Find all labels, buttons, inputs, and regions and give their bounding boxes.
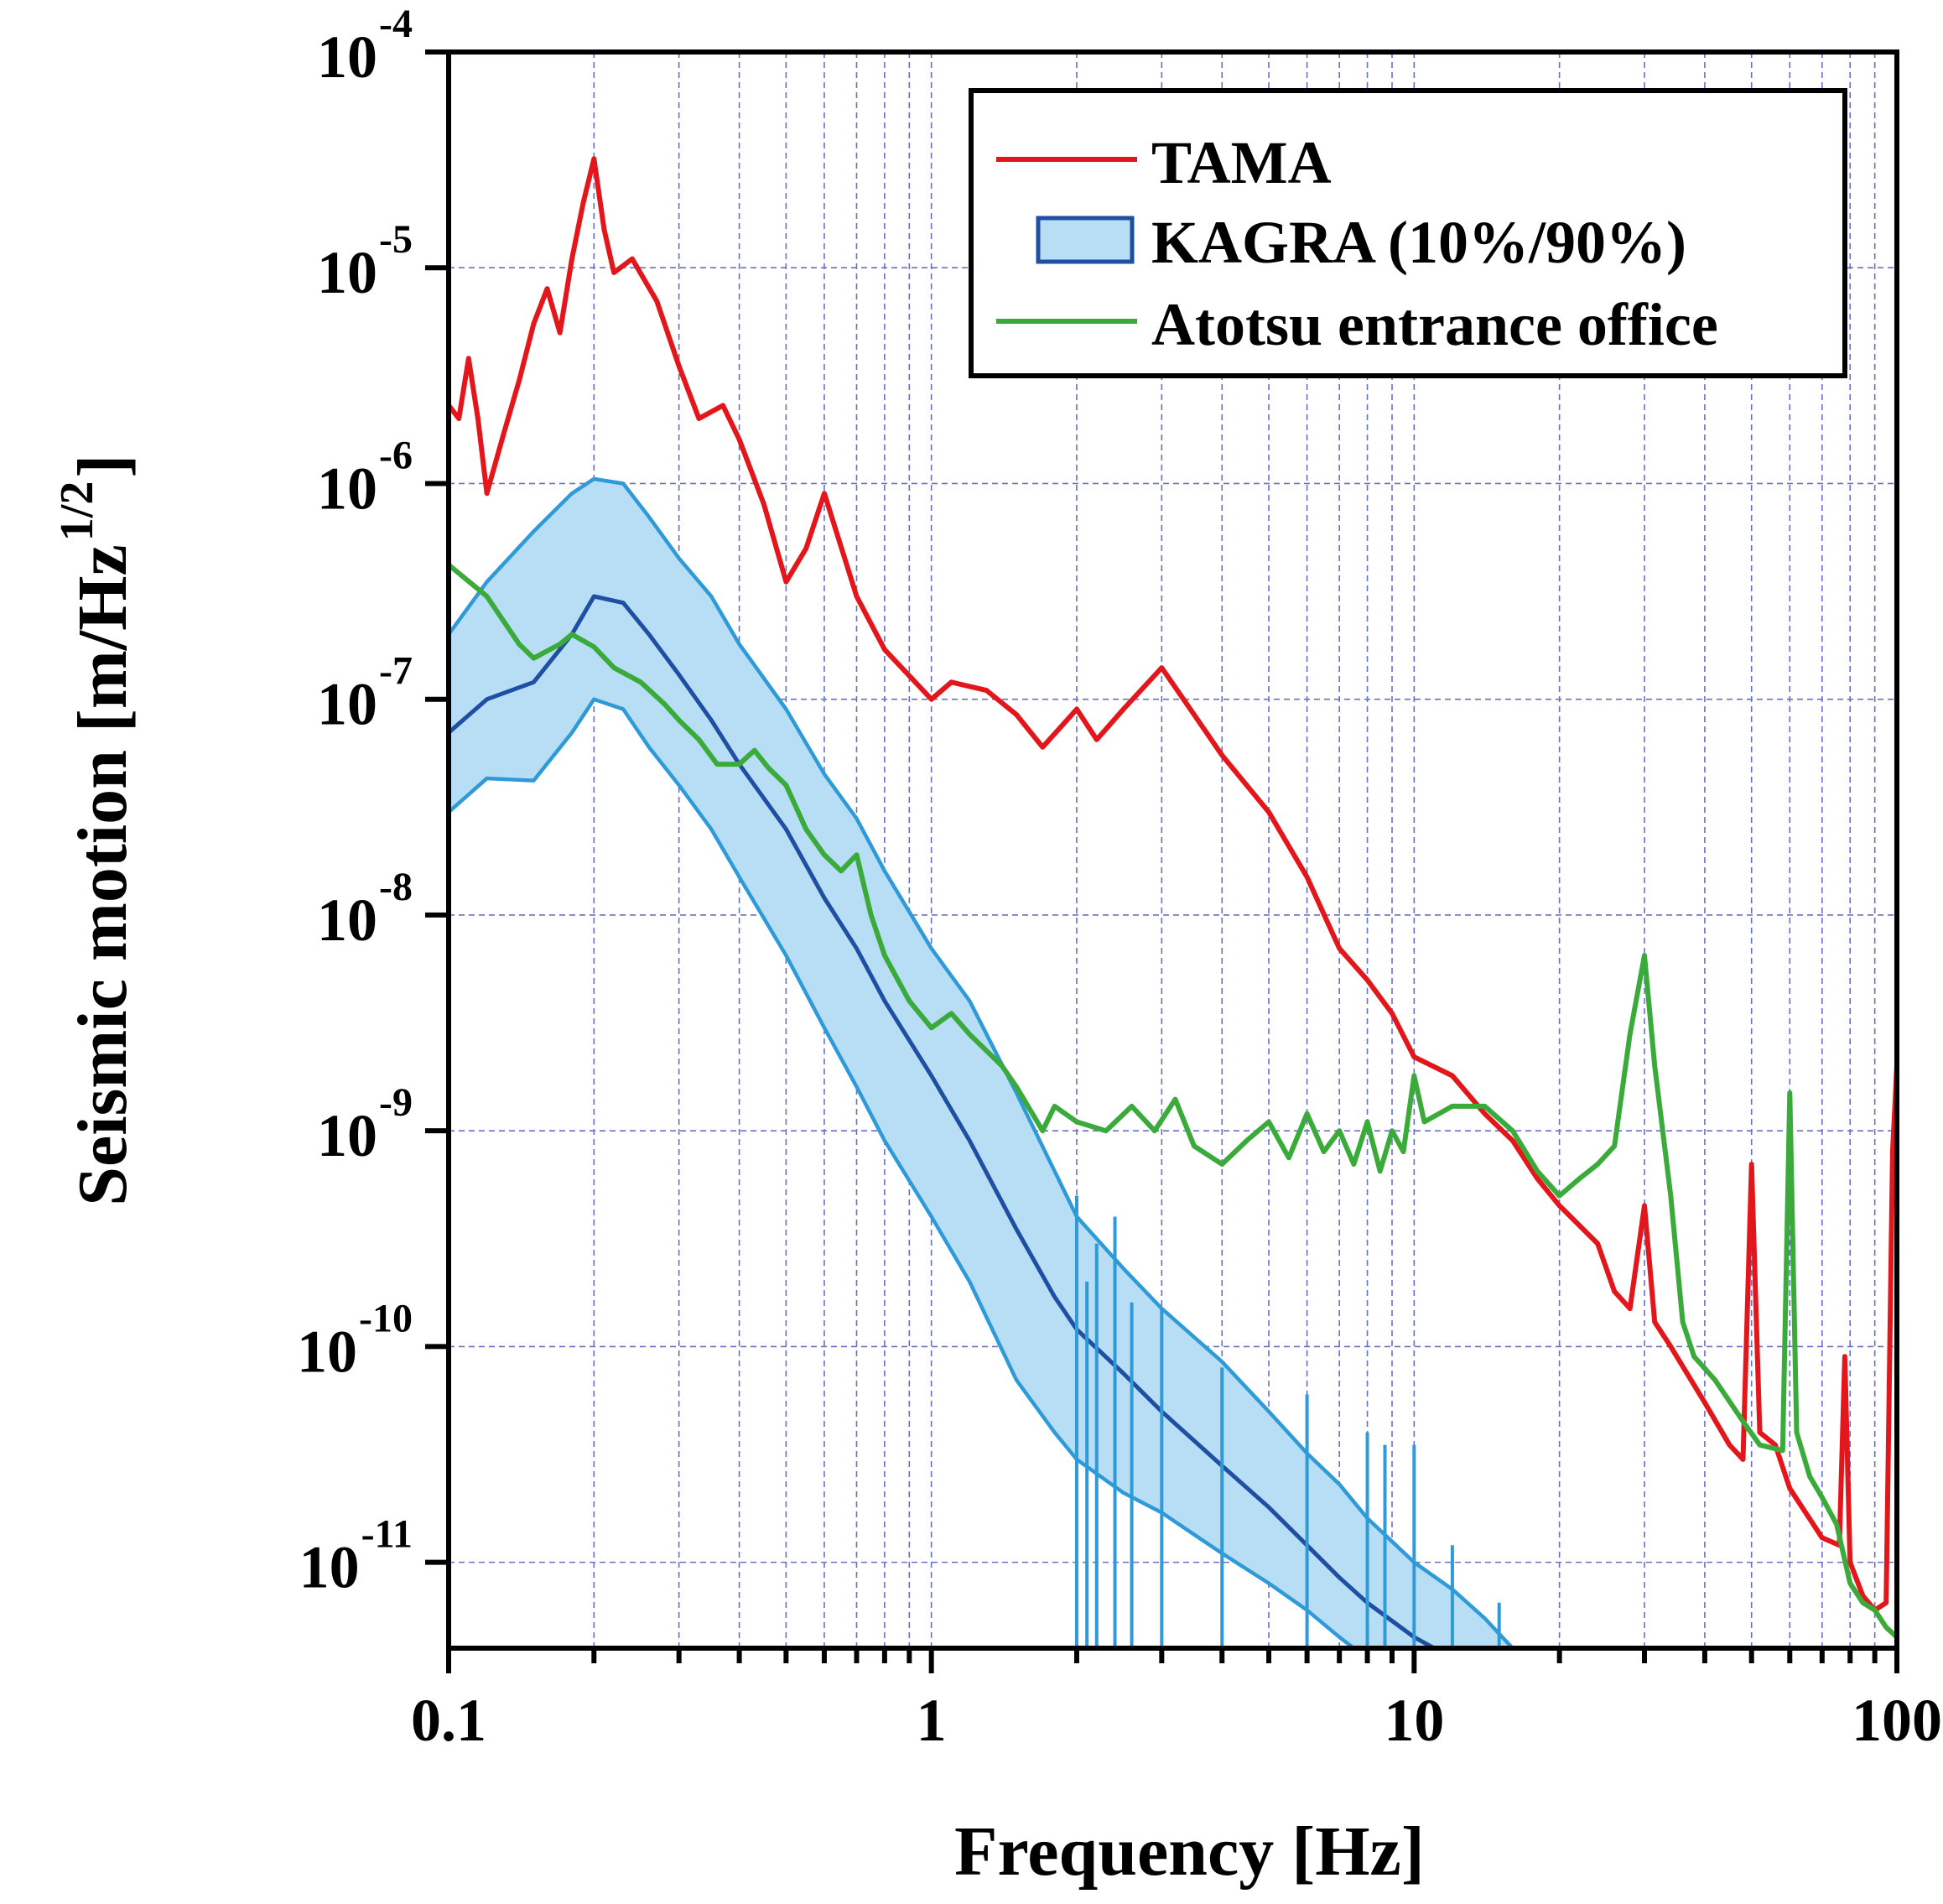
plot-frame [446,49,1899,1651]
legend: TAMA KAGRA (10%/90%) Atotsu entrance offic… [969,88,1847,378]
legend-label: TAMA [1151,129,1332,196]
y-tick-label-base: 10 [317,671,377,738]
kagra-median-line [449,594,1436,1648]
legend-swatch-kagra [1036,216,1135,264]
series-layer [449,156,1897,1648]
y-tick-label-exponent: -5 [379,217,413,262]
x-axis-title: Frequency [Hz] [954,1813,1425,1891]
tama-series-line [449,156,1897,1613]
x-tick-label: 100 [1852,1687,1942,1754]
x-tick-label: 0.1 [411,1687,486,1754]
y-tick-label-base: 10 [317,455,377,522]
y-axis-title-text: Seismic motion [m/Hz [64,544,142,1206]
ticks-layer [425,49,1899,1673]
y-axis-title-end: ] [64,455,142,478]
y-tick-label-base: 10 [317,23,377,91]
y-tick-label-base: 10 [297,1318,357,1385]
y-tick-label-base: 10 [317,887,377,954]
y-tick-label-exponent: -10 [359,1296,413,1340]
y-tick-label-base: 10 [317,239,377,306]
x-tick-label: 1 [917,1687,947,1754]
frame-layer [446,49,1899,1651]
y-tick-label-base: 10 [317,1102,377,1169]
legend-label: KAGRA (10%/90%) [1151,209,1686,276]
kagra-90-percent-line [449,476,1514,1648]
kagra-band-fill [449,479,1513,1648]
y-axis-title: Seismic motion [m/Hz1/2] [51,455,142,1206]
y-tick-label-exponent: -11 [361,1512,413,1557]
labels-layer: 0.1 1 10 10010-410-510-610-710-810-910-1010… [51,2,1942,1891]
y-tick-label-exponent: -8 [379,865,413,909]
y-tick-label-exponent: -4 [379,2,413,46]
y-axis-title-superscript: 1/2 [51,481,103,542]
y-tick-label-exponent: -7 [379,649,413,694]
y-tick-label-exponent: -6 [379,433,413,477]
atotsu-series-line [449,563,1897,1640]
x-tick-label: 10 [1384,1687,1444,1754]
y-tick-label-base: 10 [299,1534,360,1601]
kagra-10-percent-line [449,697,1355,1648]
legend-label: Atotsu entrance office [1151,291,1718,358]
y-tick-label-exponent: -9 [379,1080,413,1125]
